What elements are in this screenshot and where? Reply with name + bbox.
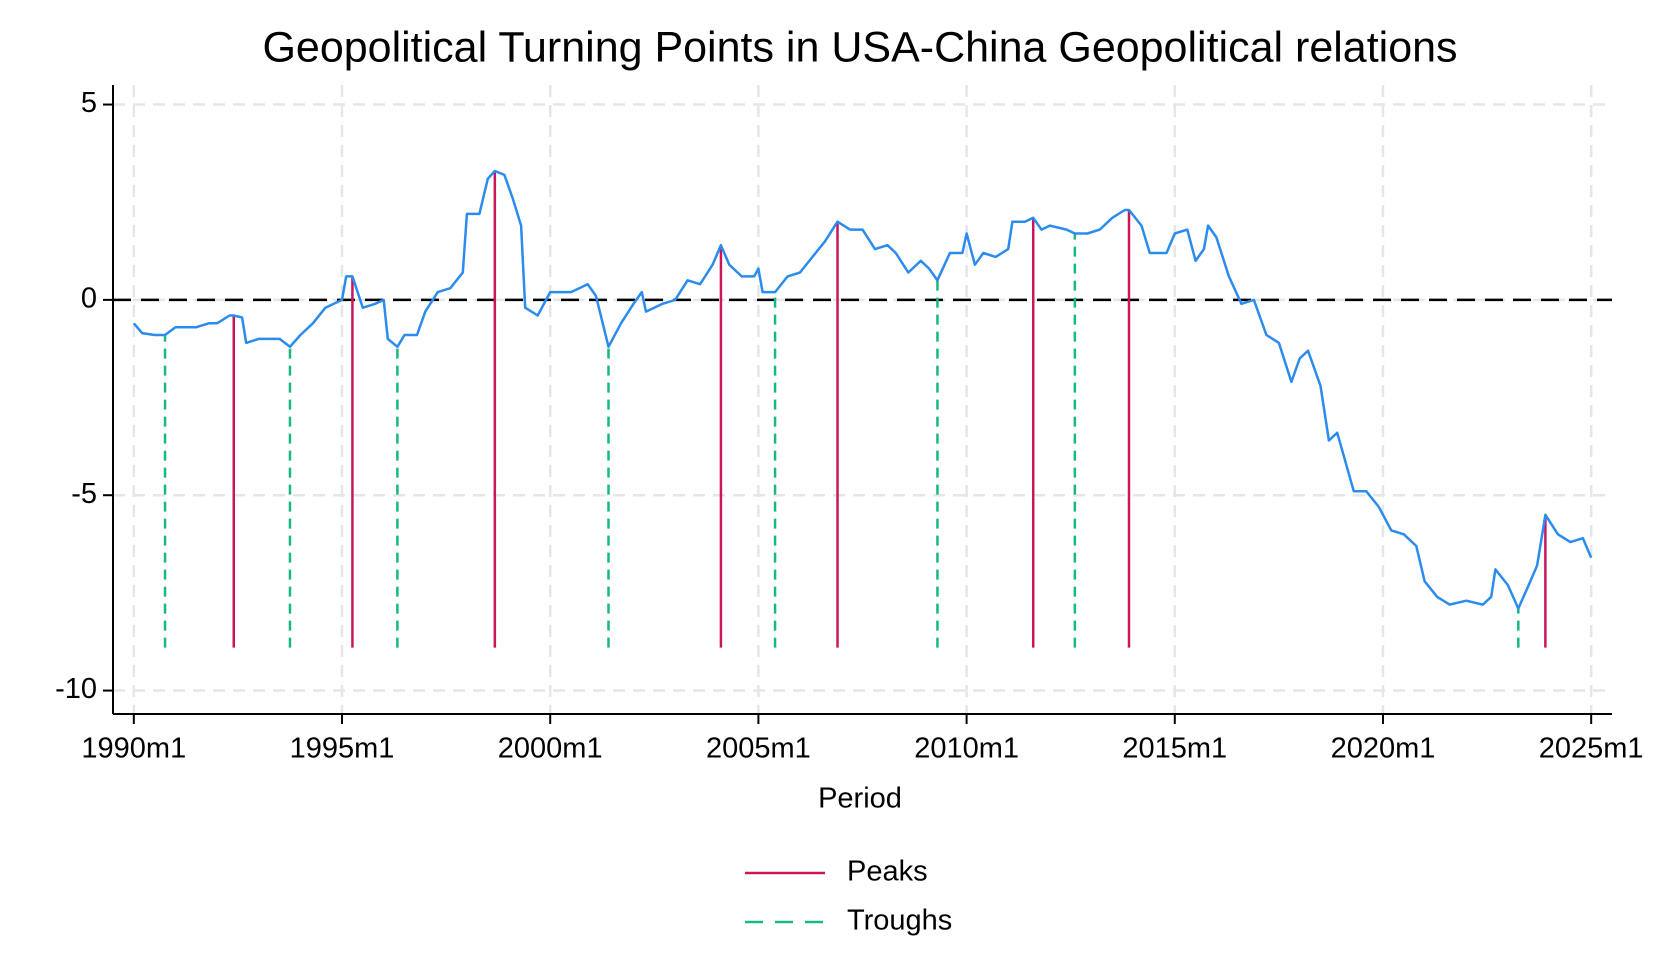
y-tick-label: -5 [71,478,97,510]
x-tick-label: 1990m1 [81,733,186,765]
x-tick-label: 2010m1 [914,733,1019,765]
x-tick-label: 2020m1 [1331,733,1436,765]
data-line [132,169,1593,610]
y-tick-label: 0 [81,283,97,315]
legend-label: Peaks [847,856,928,888]
x-axis-title: Period [818,783,902,815]
x-tick-label: 1995m1 [290,733,395,765]
x-tick-label: 2000m1 [498,733,603,765]
y-tick-label: 5 [81,87,97,119]
legend-label: Troughs [847,905,952,937]
y-tick-label: -10 [55,673,97,705]
x-tick-label: 2015m1 [1122,733,1227,765]
chart-title: Geopolitical Turning Points in USA-China… [262,23,1457,71]
x-tick-label: 2025m1 [1539,733,1644,765]
x-tick-label: 2005m1 [706,733,811,765]
